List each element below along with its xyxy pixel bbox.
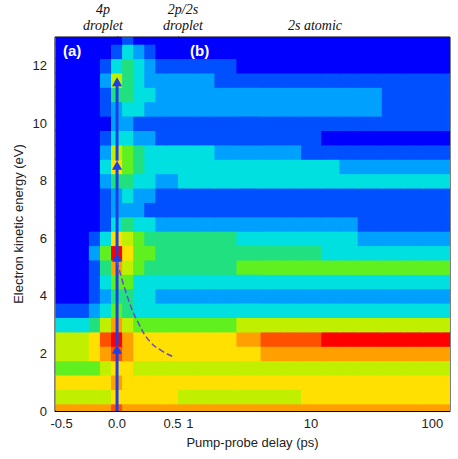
svg-text:2s atomic: 2s atomic (288, 18, 343, 33)
svg-text:droplet: droplet (163, 18, 204, 33)
svg-text:droplet: droplet (83, 18, 124, 33)
svg-text:10: 10 (33, 116, 47, 131)
svg-text:4p: 4p (96, 2, 110, 17)
svg-text:0.0: 0.0 (108, 416, 126, 431)
svg-text:Electron kinetic energy (eV): Electron kinetic energy (eV) (11, 144, 26, 304)
svg-text:100: 100 (421, 416, 443, 431)
svg-text:4: 4 (40, 288, 47, 303)
svg-text:10: 10 (304, 416, 318, 431)
svg-text:1: 1 (186, 416, 193, 431)
svg-text:2: 2 (40, 346, 47, 361)
svg-text:Pump-probe delay (ps): Pump-probe delay (ps) (186, 435, 318, 450)
svg-text:8: 8 (40, 173, 47, 188)
svg-text:2p/2s: 2p/2s (168, 2, 199, 17)
svg-text:(a): (a) (63, 42, 81, 59)
svg-text:(b): (b) (190, 42, 209, 59)
svg-text:0.5: 0.5 (163, 416, 181, 431)
svg-text:-0.5: -0.5 (50, 416, 72, 431)
svg-text:0: 0 (40, 404, 47, 419)
svg-text:6: 6 (40, 231, 47, 246)
svg-text:12: 12 (33, 58, 47, 73)
